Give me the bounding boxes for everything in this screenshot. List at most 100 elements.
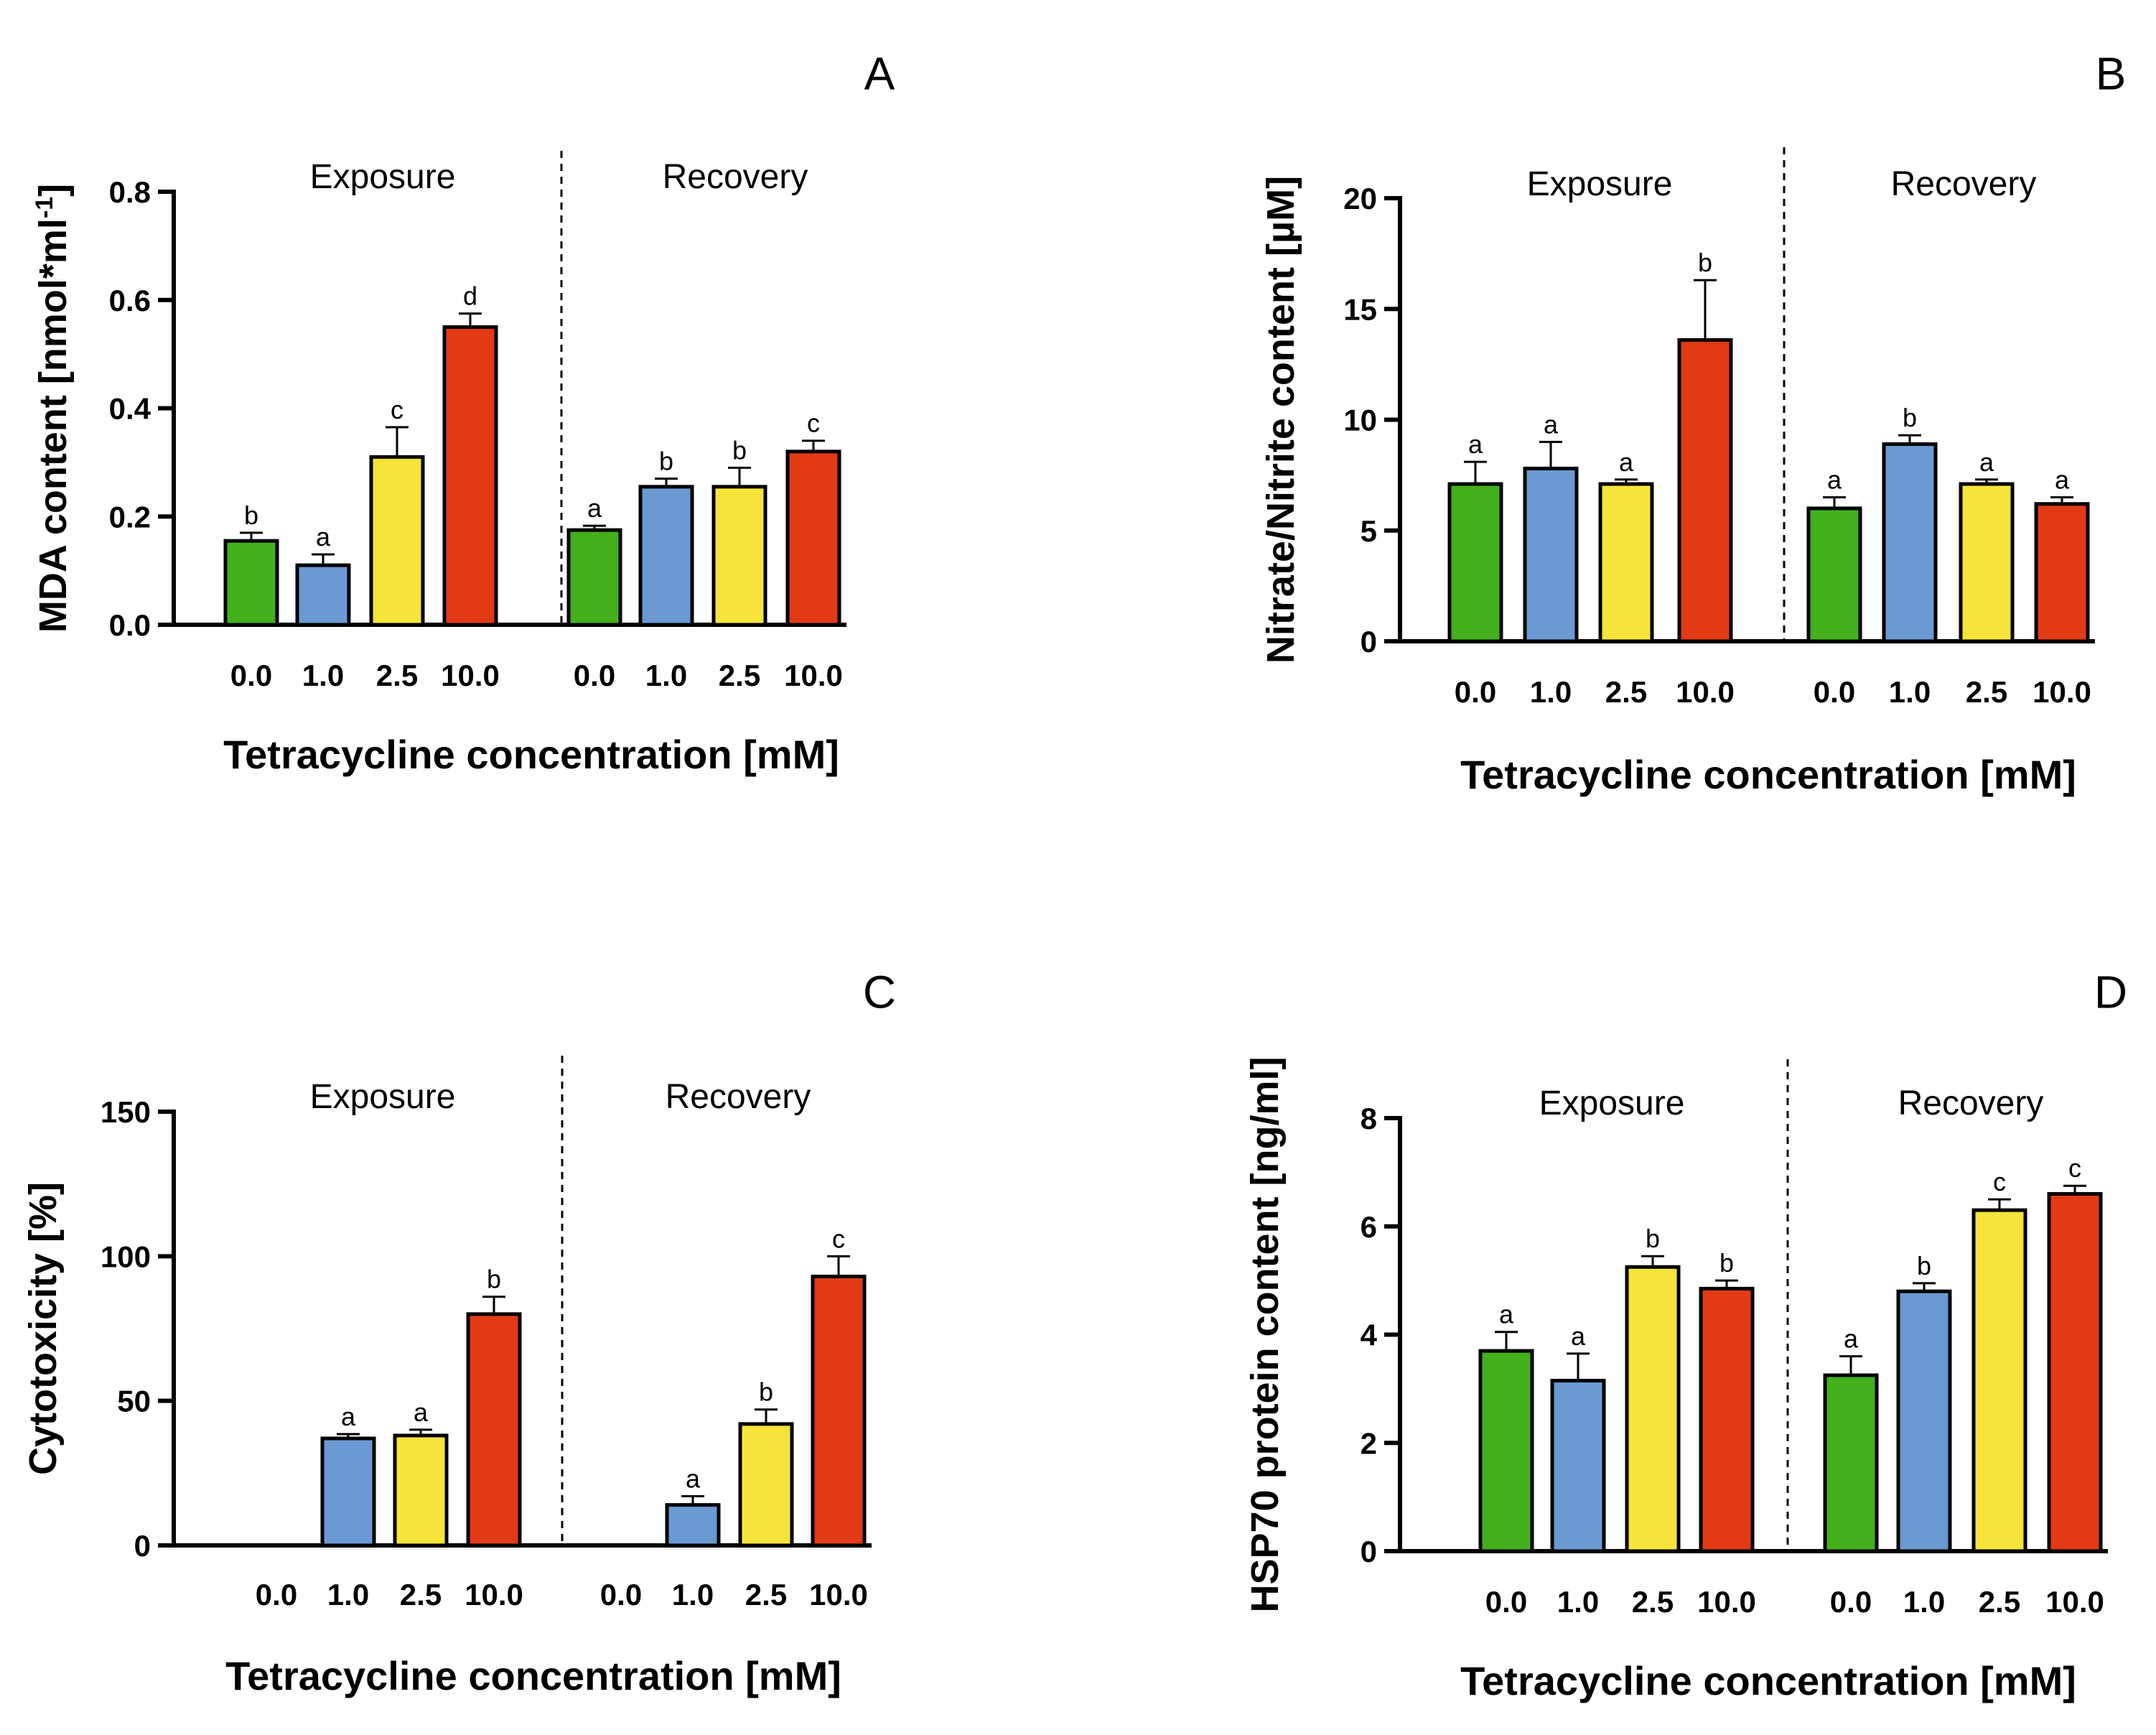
y-axis-label-superscript: -1 [31, 197, 58, 218]
group-label-recovery: Recovery [1898, 1084, 2044, 1122]
x-axis-label: Tetracycline concentration [mM] [223, 732, 839, 777]
bar-exposure-3 [1699, 1286, 1755, 1553]
significance-letter: a [1827, 465, 1842, 494]
category-label: 0.0 [1814, 675, 1855, 709]
significance-letter: c [391, 395, 403, 424]
category-label: 0.0 [1485, 1585, 1527, 1619]
y-tick-label: 100 [101, 1239, 151, 1273]
y-tick-label: 2 [1361, 1426, 1377, 1460]
category-label: 2.5 [376, 659, 418, 692]
panel-letter: D [2094, 966, 2127, 1018]
y-tick-label: 6 [1361, 1210, 1377, 1244]
bar-recovery-2 [711, 485, 767, 627]
category-label: 10.0 [809, 1578, 868, 1611]
y-axis-label: Nitrate/Nitrite content [µM] [1259, 176, 1302, 664]
significance-letter: a [1844, 1324, 1859, 1354]
panel-letter: C [863, 966, 896, 1018]
y-tick-label: 0 [134, 1529, 151, 1563]
chart-panel-d: D 0 2 4 6 8 HSP70 protein content [ng/ml] Expos… [1243, 966, 2127, 1703]
significance-letter: c [832, 1224, 845, 1253]
category-label: 2.5 [1632, 1585, 1674, 1619]
bar-exposure-3 [1677, 338, 1733, 643]
bar-exposure-0 [223, 539, 279, 627]
y-axis-label: HSP70 protein content [ng/ml] [1243, 1056, 1287, 1612]
category-label: 2.5 [1966, 675, 2007, 709]
bar-recovery-3 [2034, 502, 2090, 643]
y-axis-label-main: Cytotoxicity [%] [22, 1182, 65, 1475]
bar-recovery-1 [638, 485, 694, 627]
group-label-recovery: Recovery [663, 158, 808, 196]
significance-letter: b [1646, 1224, 1660, 1253]
y-tick-label: 15 [1343, 292, 1377, 326]
group-label-exposure: Exposure [1539, 1084, 1685, 1122]
panel-letter: A [864, 47, 895, 99]
category-label: 10.0 [1676, 675, 1735, 709]
significance-letter: a [2055, 465, 2070, 494]
significance-letter: b [244, 501, 258, 530]
significance-letter: d [463, 282, 477, 311]
category-label: 0.0 [1455, 675, 1496, 709]
group-label-recovery: Recovery [666, 1078, 811, 1116]
bar-recovery-0 [1806, 506, 1862, 643]
chart-panel-a: A 0.0 0.2 0.4 0.6 0.8 MDA content [nmol*ml-1] E… [31, 47, 895, 777]
y-tick-label: 0 [1361, 1535, 1377, 1568]
bar-exposure-3 [442, 325, 498, 627]
category-label: 1.0 [1889, 675, 1931, 709]
bar-exposure-1 [295, 563, 351, 627]
category-label: 1.0 [1557, 1585, 1599, 1619]
y-tick-label: 0.4 [109, 392, 151, 426]
significance-letter: a [1468, 429, 1483, 459]
category-label: 2.5 [1605, 675, 1647, 709]
category-label: 1.0 [672, 1578, 714, 1611]
significance-letter: b [659, 446, 673, 475]
category-label: 1.0 [302, 659, 344, 692]
bar-recovery-2 [1971, 1208, 2027, 1553]
bar-exposure-0 [1478, 1349, 1534, 1553]
bar-exposure-2 [393, 1433, 449, 1548]
y-axis-label-main: Nitrate/Nitrite content [µM] [1259, 176, 1302, 664]
group-label-exposure: Exposure [310, 1078, 456, 1116]
significance-letter: b [1698, 248, 1712, 277]
category-label: 10.0 [465, 1578, 523, 1611]
x-axis-label: Tetracycline concentration [mM] [1460, 752, 2076, 797]
significance-letter: c [1993, 1167, 2006, 1196]
significance-letter: a [1619, 447, 1634, 477]
category-label: 0.0 [256, 1578, 297, 1611]
significance-letter: b [1917, 1251, 1931, 1280]
significance-letter: b [732, 435, 747, 465]
category-label: 2.5 [400, 1578, 442, 1611]
y-axis-label-main: MDA content [nmol*ml [32, 218, 75, 633]
bar-recovery-3 [785, 450, 841, 627]
category-label: 0.0 [600, 1578, 642, 1611]
category-label: 0.0 [574, 659, 615, 692]
category-label: 2.5 [719, 659, 760, 692]
bar-recovery-2 [1959, 482, 2015, 643]
significance-letter: a [316, 522, 331, 552]
bar-recovery-1 [665, 1503, 721, 1548]
category-label: 1.0 [1530, 675, 1572, 709]
group-label-exposure: Exposure [1527, 165, 1673, 203]
y-axis-label-end: ] [32, 184, 75, 197]
y-tick-label: 150 [101, 1095, 151, 1129]
significance-letter: c [2068, 1153, 2081, 1183]
bar-exposure-2 [369, 455, 425, 627]
category-label: 1.0 [1903, 1585, 1945, 1619]
bar-recovery-0 [566, 528, 622, 627]
bar-exposure-0 [1447, 482, 1503, 643]
category-label: 1.0 [327, 1578, 369, 1611]
bar-recovery-3 [2047, 1192, 2103, 1553]
group-label-exposure: Exposure [310, 158, 456, 196]
y-tick-label: 8 [1361, 1102, 1377, 1135]
chart-panel-b: B 0 5 10 15 20 Nitrate/Nitrite content [µM] Exp… [1259, 47, 2126, 797]
bar-recovery-1 [1882, 442, 1938, 643]
significance-letter: b [1903, 403, 1917, 432]
category-label: 2.5 [1979, 1585, 2020, 1619]
y-tick-label: 0.8 [109, 175, 151, 209]
significance-letter: a [414, 1397, 429, 1427]
panel-letter: B [2096, 47, 2127, 99]
bar-exposure-3 [466, 1312, 522, 1548]
category-label: 10.0 [1697, 1585, 1756, 1619]
y-tick-label: 10 [1343, 404, 1377, 437]
category-label: 10.0 [2033, 675, 2091, 709]
